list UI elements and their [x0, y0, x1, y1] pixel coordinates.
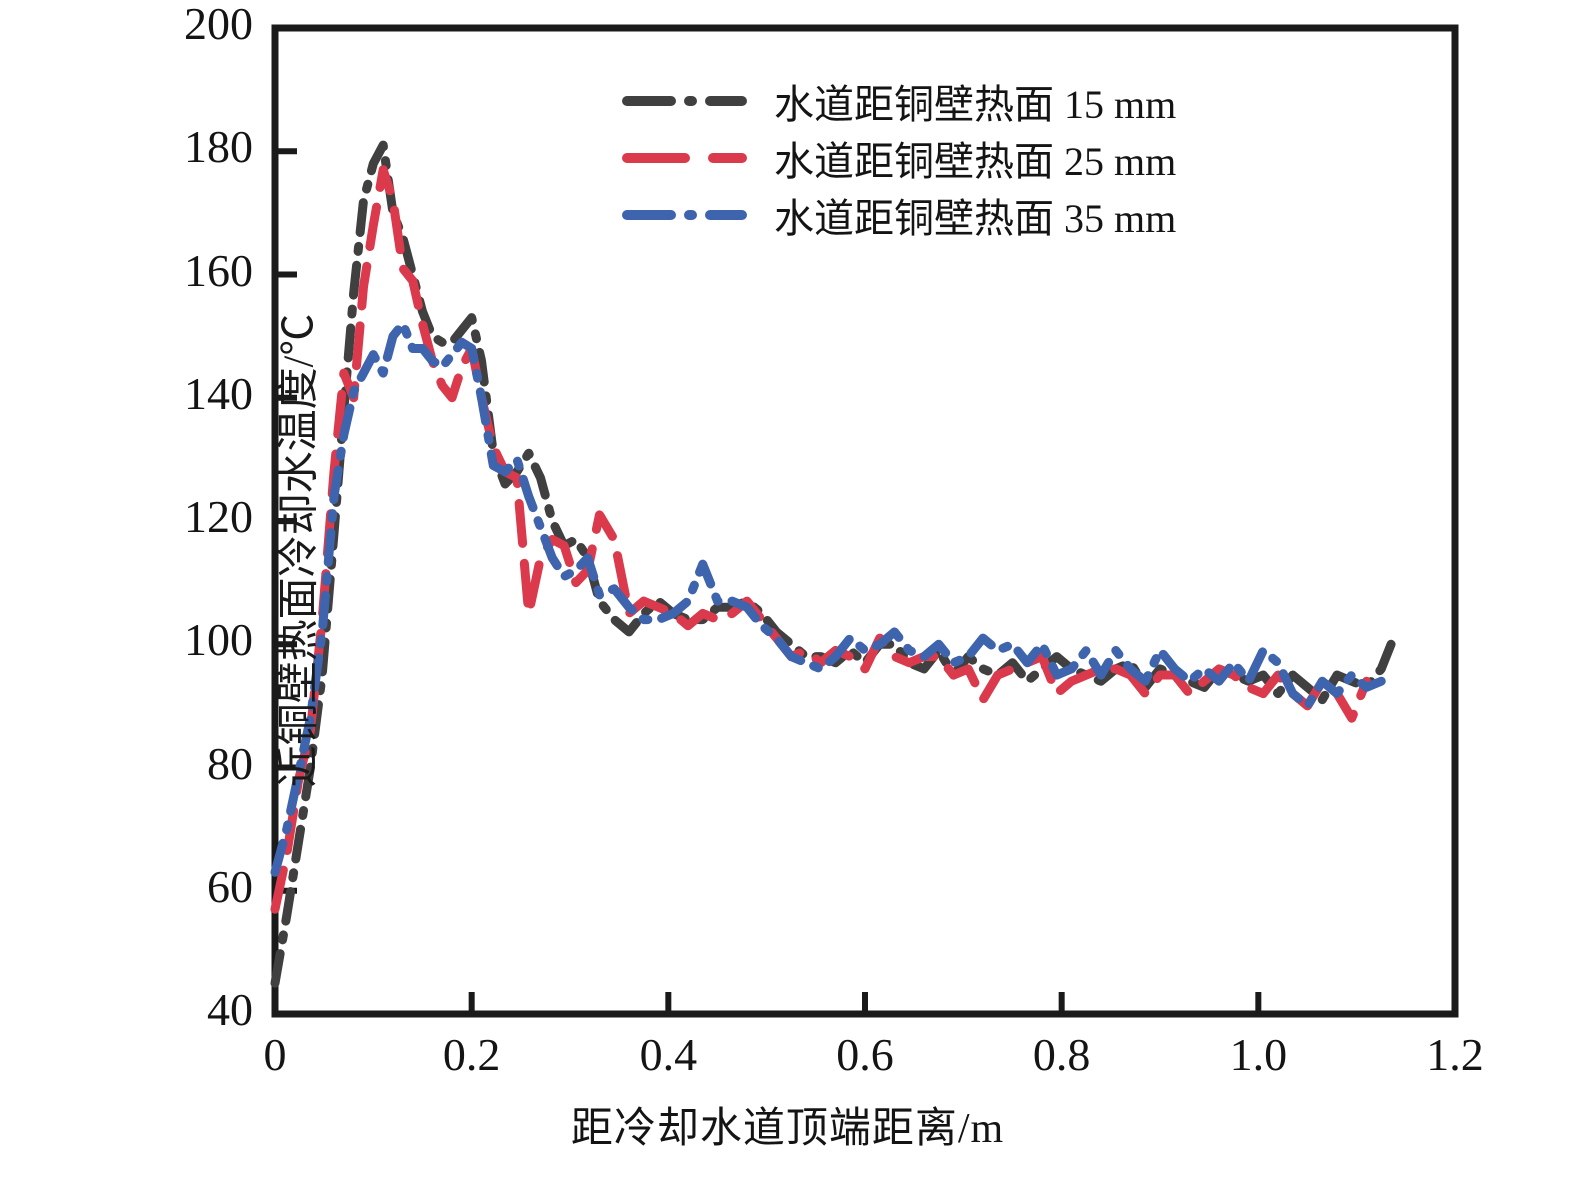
x-tick-label: 1.2	[1426, 1029, 1484, 1080]
legend-label-1: 水道距铜壁热面 15 mm	[774, 82, 1177, 127]
y-tick-label: 200	[184, 0, 253, 49]
y-axis-title-wrapper: 近铜壁热面冷却水温度/℃	[58, 314, 532, 788]
x-axis-title: 距冷却水道顶端距离/m	[570, 1106, 1005, 1152]
x-tick-label: 0.8	[1032, 1029, 1091, 1080]
data-series-group	[270, 140, 1396, 988]
x-tick-label: 0	[263, 1029, 287, 1080]
y-tick-label: 60	[207, 860, 253, 912]
y-axis-title: 近铜壁热面冷却水温度/℃	[276, 313, 323, 788]
y-tick-label: 80	[207, 737, 253, 789]
series-line-3	[270, 319, 1386, 877]
legend-lines	[622, 96, 747, 220]
y-tick-label: 40	[207, 984, 253, 1035]
y-tick-label: 140	[184, 367, 253, 419]
y-tick-label: 120	[184, 491, 253, 542]
series-line-2	[270, 165, 1371, 914]
x-tick-label: 0.4	[639, 1029, 698, 1080]
x-tick-label: 1.0	[1229, 1029, 1288, 1080]
y-tick-label: 160	[184, 244, 253, 296]
y-tick-label: 100	[184, 614, 253, 666]
x-tick-label: 0.6	[836, 1029, 894, 1080]
axis-frame	[271, 24, 1459, 1018]
y-tick-label: 180	[184, 121, 253, 173]
legend-label-2: 水道距铜壁热面 25 mm	[774, 139, 1177, 184]
legend-label-3: 水道距铜壁热面 35 mm	[774, 196, 1177, 241]
x-tick-label: 0.2	[442, 1029, 501, 1080]
